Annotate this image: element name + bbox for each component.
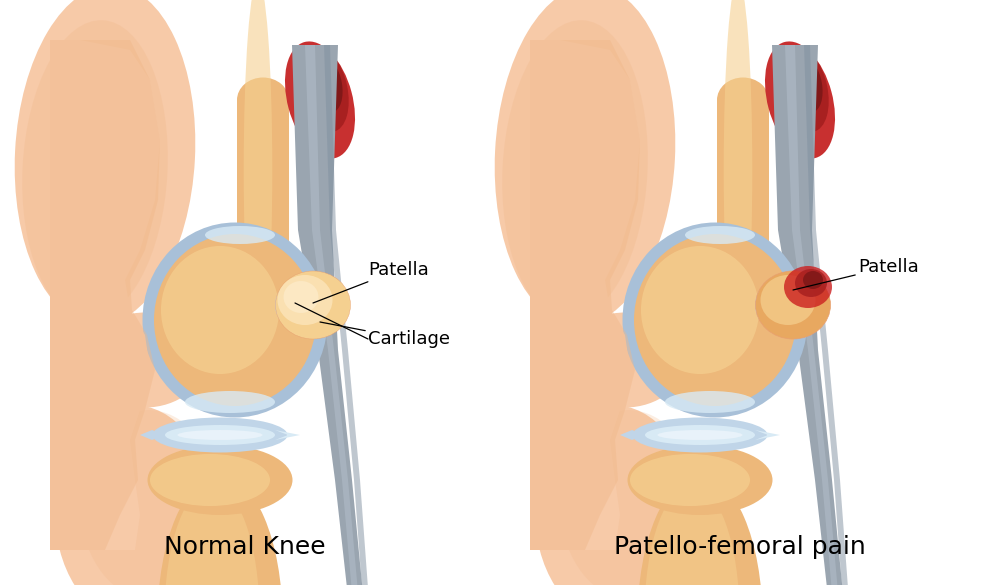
Ellipse shape (164, 485, 260, 585)
Ellipse shape (244, 0, 272, 360)
Ellipse shape (301, 48, 349, 132)
Ellipse shape (185, 391, 275, 413)
Ellipse shape (287, 284, 335, 326)
Ellipse shape (275, 277, 335, 332)
Polygon shape (305, 45, 360, 585)
Ellipse shape (237, 77, 289, 122)
Ellipse shape (660, 263, 730, 338)
Ellipse shape (495, 0, 675, 325)
Ellipse shape (633, 418, 768, 453)
Ellipse shape (634, 234, 796, 406)
Ellipse shape (793, 58, 823, 112)
Ellipse shape (55, 405, 215, 585)
Polygon shape (50, 40, 160, 550)
Ellipse shape (180, 263, 250, 338)
Polygon shape (804, 45, 850, 585)
Ellipse shape (278, 275, 332, 325)
Polygon shape (275, 430, 300, 440)
Ellipse shape (15, 0, 195, 325)
Ellipse shape (22, 20, 168, 320)
Ellipse shape (717, 77, 769, 122)
Polygon shape (785, 45, 840, 585)
Polygon shape (324, 45, 370, 585)
Polygon shape (755, 430, 780, 440)
Ellipse shape (784, 266, 832, 308)
Ellipse shape (644, 485, 740, 585)
Ellipse shape (85, 312, 205, 408)
Text: Patella: Patella (793, 258, 919, 290)
Ellipse shape (756, 271, 830, 339)
Ellipse shape (622, 222, 808, 418)
Ellipse shape (795, 269, 827, 297)
Text: Patella: Patella (313, 261, 429, 303)
Ellipse shape (665, 391, 755, 413)
Ellipse shape (685, 226, 755, 244)
Text: Normal Knee: Normal Knee (164, 535, 326, 559)
Ellipse shape (633, 232, 798, 408)
Ellipse shape (205, 226, 275, 244)
Ellipse shape (535, 405, 695, 585)
Ellipse shape (152, 418, 288, 453)
Ellipse shape (285, 42, 355, 159)
Ellipse shape (276, 271, 351, 339)
Text: Cartilage: Cartilage (320, 322, 450, 348)
Text: Patello-femoral pain: Patello-femoral pain (614, 535, 866, 559)
Polygon shape (530, 40, 640, 550)
Polygon shape (140, 430, 165, 440)
Ellipse shape (161, 246, 279, 374)
Ellipse shape (640, 245, 760, 375)
Ellipse shape (158, 475, 283, 585)
Ellipse shape (658, 430, 742, 440)
Polygon shape (237, 100, 289, 270)
Ellipse shape (638, 475, 763, 585)
Ellipse shape (154, 234, 316, 406)
Ellipse shape (152, 232, 318, 408)
Ellipse shape (636, 236, 794, 404)
Polygon shape (717, 100, 769, 270)
Ellipse shape (502, 20, 648, 320)
Polygon shape (620, 430, 645, 440)
Polygon shape (530, 40, 640, 550)
Ellipse shape (160, 245, 280, 375)
Ellipse shape (284, 281, 318, 313)
Ellipse shape (641, 246, 759, 374)
Ellipse shape (803, 271, 823, 289)
Ellipse shape (724, 0, 752, 360)
Ellipse shape (80, 410, 220, 585)
Ellipse shape (767, 284, 815, 326)
Ellipse shape (143, 222, 328, 418)
Ellipse shape (148, 445, 292, 515)
Ellipse shape (645, 425, 755, 445)
Ellipse shape (313, 58, 343, 112)
Ellipse shape (765, 42, 835, 159)
Polygon shape (772, 45, 845, 585)
Polygon shape (50, 40, 160, 550)
Polygon shape (292, 45, 365, 585)
Ellipse shape (165, 425, 275, 445)
Ellipse shape (150, 454, 270, 506)
Ellipse shape (755, 277, 815, 332)
Ellipse shape (565, 312, 685, 408)
Ellipse shape (628, 445, 772, 515)
Ellipse shape (781, 48, 829, 132)
Ellipse shape (761, 275, 816, 325)
Ellipse shape (630, 454, 750, 506)
Ellipse shape (560, 410, 700, 585)
Ellipse shape (178, 430, 262, 440)
Ellipse shape (156, 236, 314, 404)
